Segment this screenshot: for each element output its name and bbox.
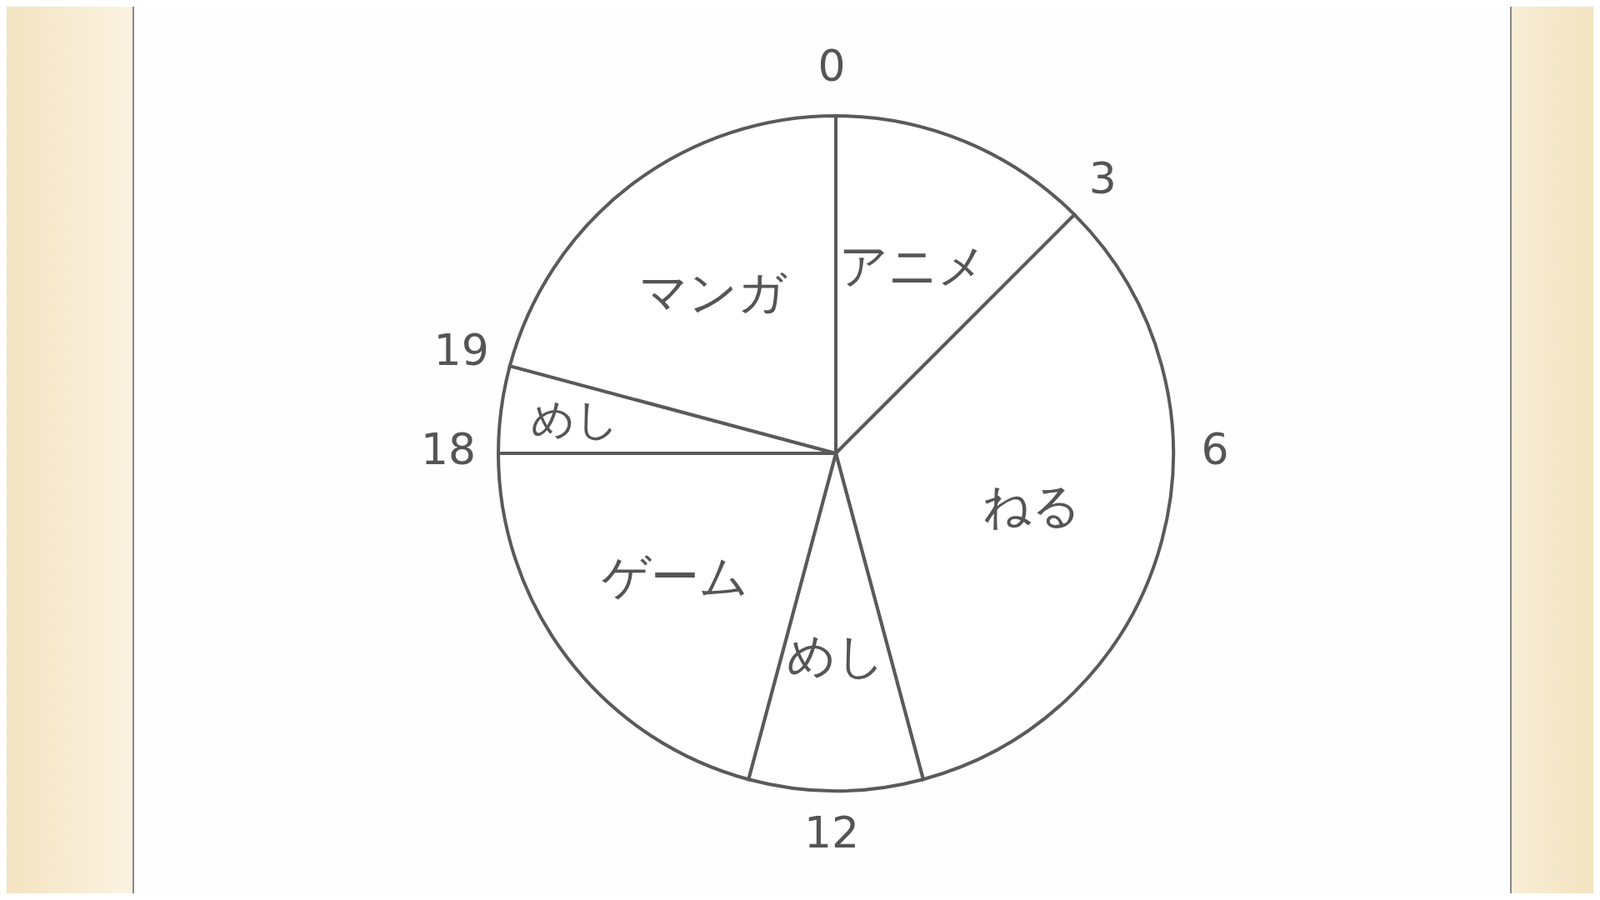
svg-text:マンガ: マンガ [639, 264, 788, 321]
svg-text:0: 0 [817, 40, 845, 91]
svg-text:18: 18 [420, 424, 476, 475]
svg-text:3: 3 [1089, 153, 1117, 204]
svg-text:アニメ: アニメ [839, 237, 987, 295]
svg-text:12: 12 [804, 807, 860, 858]
svg-text:めし: めし [786, 627, 885, 685]
svg-text:ゲーム: ゲーム [601, 548, 749, 605]
svg-text:ねる: ねる [982, 477, 1081, 535]
svg-text:めし: めし [530, 394, 620, 445]
svg-text:19: 19 [434, 325, 490, 375]
svg-text:6: 6 [1200, 424, 1229, 475]
